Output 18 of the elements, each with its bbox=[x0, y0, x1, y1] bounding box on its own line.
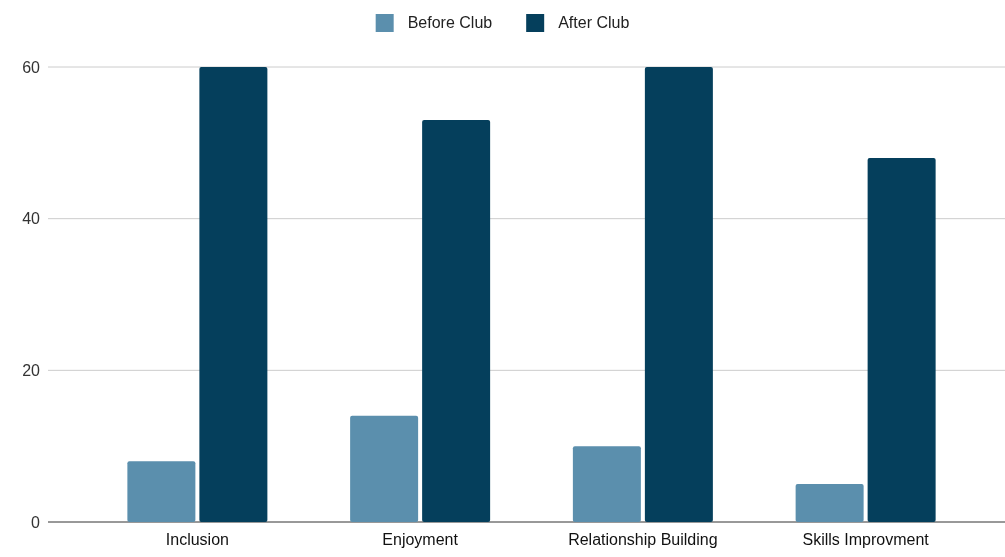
bar bbox=[127, 461, 196, 522]
x-tick-label: Enjoyment bbox=[382, 531, 459, 549]
x-tick-label: Skills Improvment bbox=[802, 531, 930, 549]
y-tick-label: 40 bbox=[22, 210, 41, 228]
legend-label: Before Club bbox=[407, 14, 493, 31]
legend-label: After Club bbox=[558, 14, 630, 31]
bar bbox=[572, 446, 641, 522]
bar bbox=[422, 120, 491, 522]
bar bbox=[350, 415, 419, 522]
y-tick-label: 0 bbox=[31, 513, 41, 531]
y-tick-label: 60 bbox=[22, 58, 41, 76]
y-tick-label: 20 bbox=[22, 361, 41, 379]
bar bbox=[644, 67, 713, 522]
bar bbox=[199, 67, 268, 522]
x-tick-label: Relationship Building bbox=[568, 531, 718, 549]
x-tick-label: Inclusion bbox=[165, 531, 229, 549]
bar bbox=[867, 158, 936, 522]
bar bbox=[795, 484, 864, 522]
